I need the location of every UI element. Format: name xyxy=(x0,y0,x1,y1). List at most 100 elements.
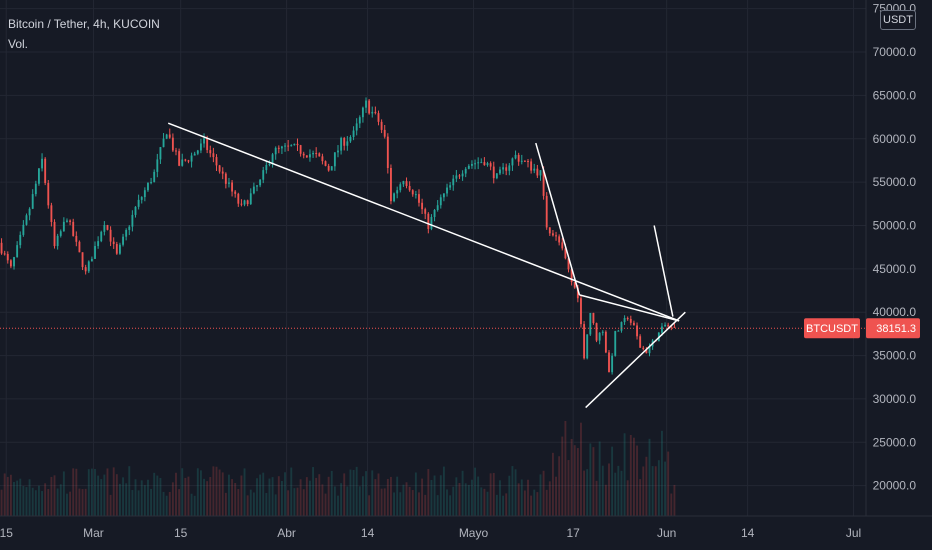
volume-bar xyxy=(489,473,492,516)
candle-body xyxy=(53,221,56,247)
volume-indicator-label[interactable]: Vol. xyxy=(8,37,29,51)
candle-body xyxy=(31,194,34,209)
candle-body xyxy=(343,138,346,146)
candle-body xyxy=(545,195,548,228)
volume-bar xyxy=(505,493,508,516)
candle-body xyxy=(153,171,156,183)
volume-bar xyxy=(514,469,517,516)
volume-bar xyxy=(34,490,37,516)
candle-body xyxy=(318,153,321,157)
volume-bar xyxy=(115,474,118,516)
volume-bar xyxy=(570,438,573,516)
x-tick-label: 14 xyxy=(361,526,375,540)
volume-bar xyxy=(212,466,215,516)
candle-body xyxy=(548,227,551,234)
candle-body xyxy=(290,145,293,147)
candle-body xyxy=(212,153,215,158)
candle-body xyxy=(134,206,137,215)
candle-body xyxy=(648,346,651,354)
volume-bar xyxy=(137,490,140,516)
volume-bar xyxy=(604,484,607,516)
candle-body xyxy=(514,154,517,159)
candle-body xyxy=(193,153,196,156)
volume-bar xyxy=(442,466,445,516)
volume-bar xyxy=(436,495,439,516)
candle-body xyxy=(34,183,37,195)
volume-bar xyxy=(648,438,651,516)
price-axis[interactable]: 20000.0 25000.0 30000.0 35000.0 40000.0 45000… xyxy=(865,0,932,516)
candle-body xyxy=(505,167,508,171)
volume-bar xyxy=(56,488,59,516)
candle-body xyxy=(368,100,371,114)
volume-bar xyxy=(218,469,221,516)
candle-body xyxy=(430,217,433,229)
volume-bar xyxy=(193,495,196,516)
volume-bar xyxy=(19,478,22,516)
volume-bar xyxy=(561,436,564,516)
candle-body xyxy=(9,260,12,267)
volume-bar xyxy=(337,495,339,516)
candle-body xyxy=(171,137,174,151)
volume-bar xyxy=(231,479,234,516)
volume-bar xyxy=(47,489,50,516)
candle-body xyxy=(399,184,402,191)
candle-body xyxy=(595,323,598,341)
symbol-title[interactable]: Bitcoin / Tether, 4h, KUCOIN xyxy=(8,17,160,31)
volume-bar xyxy=(555,476,557,516)
candle-body xyxy=(25,215,28,225)
volume-bar xyxy=(474,467,476,516)
candle-body xyxy=(492,166,495,179)
candle-body xyxy=(542,170,545,196)
time-axis[interactable]: 15 Mar 15 Abr 14 Mayo 17 Jun 14 Jul xyxy=(0,515,932,550)
volume-bar xyxy=(461,470,464,516)
volume-bar xyxy=(112,467,115,516)
currency-unit-button[interactable]: USDT xyxy=(880,10,916,30)
candle-body xyxy=(620,322,623,331)
candle-body xyxy=(580,298,582,325)
volume-bar xyxy=(667,451,670,516)
volume-bar xyxy=(346,486,349,516)
volume-bar xyxy=(673,484,676,516)
candle-body xyxy=(576,287,579,299)
trendlines[interactable] xyxy=(167,122,686,409)
candle-body xyxy=(128,226,131,230)
volume-bar xyxy=(502,495,505,516)
candle-body xyxy=(106,225,109,230)
candle-body xyxy=(467,165,470,169)
volume-bar xyxy=(402,484,405,516)
volume-bar xyxy=(492,472,495,516)
candle-body xyxy=(38,168,40,184)
candle-body xyxy=(358,117,361,124)
candle-body xyxy=(349,137,352,142)
volume-bar xyxy=(293,488,296,516)
volume-bar xyxy=(464,483,467,516)
candle-body xyxy=(380,121,383,130)
candle-body xyxy=(517,154,520,162)
volume-bar xyxy=(252,492,255,516)
volume-bar xyxy=(657,460,660,516)
candle-body xyxy=(340,138,343,151)
volume-bar xyxy=(196,468,199,516)
volume-bar xyxy=(583,470,586,516)
candle-body xyxy=(502,167,505,170)
volume-bar xyxy=(620,470,623,516)
volume-bar xyxy=(184,477,187,516)
candle-body xyxy=(471,164,473,166)
volume-bar xyxy=(390,476,392,516)
x-tick-label: 15 xyxy=(174,526,188,540)
volume-bar xyxy=(467,484,470,516)
candle-body xyxy=(284,145,286,147)
candle-body xyxy=(530,161,533,171)
candle-body xyxy=(168,134,171,138)
volume-bar xyxy=(16,480,19,516)
volume-bar xyxy=(237,489,240,516)
volume-bar xyxy=(327,476,330,516)
candle-body xyxy=(393,193,395,202)
candle-body xyxy=(371,111,374,114)
candle-body xyxy=(608,352,610,373)
volume-bar xyxy=(642,466,645,516)
y-tick-label: 30000.0 xyxy=(873,392,917,406)
candle-body xyxy=(296,143,299,146)
candle-body xyxy=(511,158,514,166)
